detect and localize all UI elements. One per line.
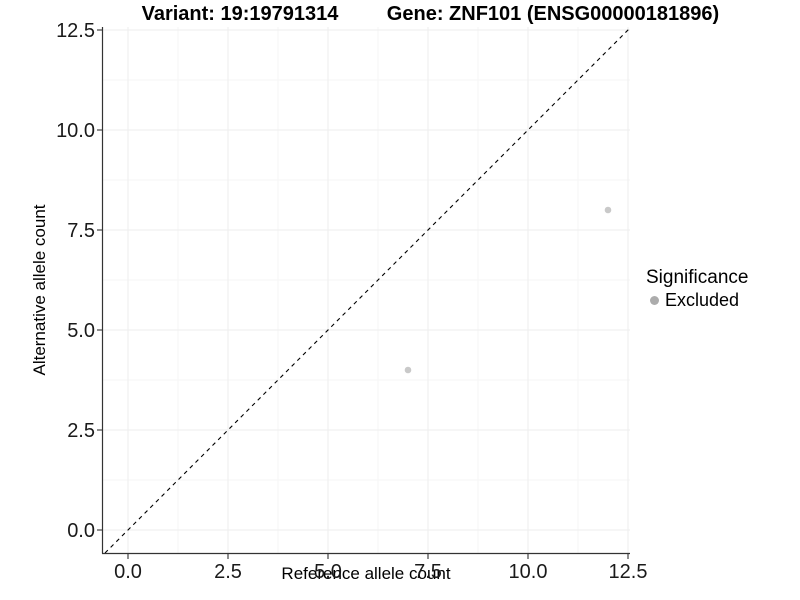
- y-tick-label: 5.0: [67, 320, 95, 342]
- plot-title-gene: Gene: ZNF101 (ENSG00000181896): [386, 3, 720, 25]
- legend-item-excluded: Excluded: [646, 290, 748, 310]
- x-tick-label: 10.0: [509, 561, 548, 583]
- data-point: [404, 366, 412, 374]
- y-tick-label: 7.5: [67, 220, 95, 242]
- legend-title: Significance: [646, 267, 749, 288]
- identity-reference-line: [104, 27, 631, 554]
- x-tick-label: 7.5: [414, 561, 442, 583]
- y-tick-label: 2.5: [67, 420, 95, 442]
- y-tick-label: 0.0: [67, 520, 95, 542]
- legend-key-dot: [650, 295, 659, 305]
- data-point: [604, 206, 612, 214]
- plot-title-variant: Variant: 19:19791314: [141, 3, 339, 25]
- x-tick-label: 12.5: [609, 561, 648, 583]
- x-tick-label: 2.5: [214, 561, 242, 583]
- legend: Significance Excluded: [646, 267, 748, 310]
- x-tick-label: 0.0: [114, 561, 142, 583]
- x-tick-label: 5.0: [314, 561, 342, 583]
- x-axis-title: Reference allele count: [281, 564, 451, 583]
- y-tick-label: 10.0: [56, 120, 95, 142]
- y-tick-label: 12.5: [56, 20, 95, 42]
- legend-item-label: Excluded: [665, 290, 740, 310]
